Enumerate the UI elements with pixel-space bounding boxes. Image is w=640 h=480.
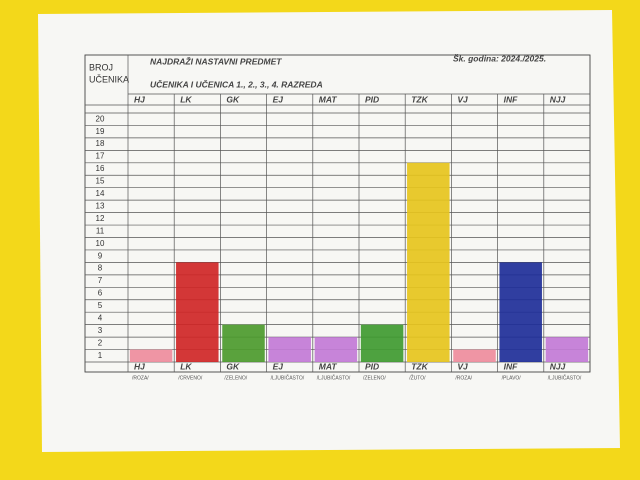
color-name: /LJUBIČASTO/ xyxy=(548,374,582,381)
color-name: /ROZA/ xyxy=(455,375,472,381)
color-name: /LJUBIČASTO/ xyxy=(317,374,351,381)
bar xyxy=(453,349,496,362)
bar xyxy=(499,262,542,362)
column-header: MAT xyxy=(319,94,338,104)
table-frame xyxy=(84,54,591,373)
bar xyxy=(222,324,265,362)
bar xyxy=(407,162,450,362)
bar xyxy=(360,324,404,362)
y-tick-label: 7 xyxy=(98,276,103,285)
chart-title: NAJDRAŽI NASTAVNI PREDMET xyxy=(150,55,282,66)
y-tick-label: 20 xyxy=(96,114,105,123)
bar xyxy=(268,337,311,362)
x-tick-label: LK xyxy=(180,361,192,371)
bar xyxy=(314,337,358,362)
y-tick-label: 3 xyxy=(98,326,103,335)
x-tick-label: VJ xyxy=(457,361,468,371)
column-header: VJ xyxy=(457,94,468,104)
column-header: INF xyxy=(504,94,518,104)
color-name: /ZELENO/ xyxy=(363,375,386,381)
bar xyxy=(129,349,173,362)
y-tick-label: 19 xyxy=(96,127,105,136)
y-tick-label: 2 xyxy=(98,338,103,347)
y-tick-label: 16 xyxy=(96,164,105,173)
y-tick-label: 18 xyxy=(96,139,105,148)
chart-subtitle: UČENIKA I UČENICA 1., 2., 3., 4. RAZREDA xyxy=(150,78,323,89)
bar xyxy=(545,337,589,362)
y-tick-label: 5 xyxy=(98,301,103,310)
y-tick-label: 8 xyxy=(98,264,103,273)
y-tick-label: 12 xyxy=(96,214,105,223)
y-tick-label: 10 xyxy=(96,239,105,248)
column-header: GK xyxy=(226,94,240,104)
column-header: PID xyxy=(365,94,379,104)
color-name: /CRVENO/ xyxy=(178,375,203,381)
x-tick-label: PID xyxy=(365,361,379,371)
y-tick-label: 4 xyxy=(98,314,103,323)
y-tick-label: 9 xyxy=(98,251,103,260)
x-tick-label: GK xyxy=(226,361,240,371)
x-tick-label: HJ xyxy=(134,361,145,371)
y-tick-label: 17 xyxy=(96,152,105,161)
column-header: LK xyxy=(180,94,192,104)
bar xyxy=(176,262,219,362)
school-year: Šk. godina: 2024./2025. xyxy=(453,52,546,63)
x-tick-label: EJ xyxy=(273,361,284,371)
column-header: NJJ xyxy=(550,94,566,104)
x-tick-label: INF xyxy=(504,361,518,371)
x-tick-label: TZK xyxy=(411,361,428,371)
column-header: HJ xyxy=(134,94,145,104)
y-tick-label: 11 xyxy=(96,226,105,235)
color-name: /ZELENO/ xyxy=(224,375,247,381)
x-tick-label: NJJ xyxy=(550,361,566,371)
color-name: /ROZA/ xyxy=(132,375,149,381)
y-tick-label: 13 xyxy=(96,201,105,210)
column-header: EJ xyxy=(273,94,284,104)
y-label: BROJ xyxy=(89,62,113,72)
y-label: UČENIKA xyxy=(89,74,129,84)
y-tick-label: 14 xyxy=(96,189,105,198)
y-tick-label: 1 xyxy=(98,351,103,360)
column-header: TZK xyxy=(411,94,428,104)
x-tick-label: MAT xyxy=(319,361,338,371)
color-name: /LJUBIČASTO/ xyxy=(271,374,305,381)
y-tick-label: 6 xyxy=(98,289,103,298)
color-name: /PLAVO/ xyxy=(502,375,522,381)
y-tick-label: 15 xyxy=(96,177,105,186)
color-name: /ŽUTO/ xyxy=(409,373,426,381)
